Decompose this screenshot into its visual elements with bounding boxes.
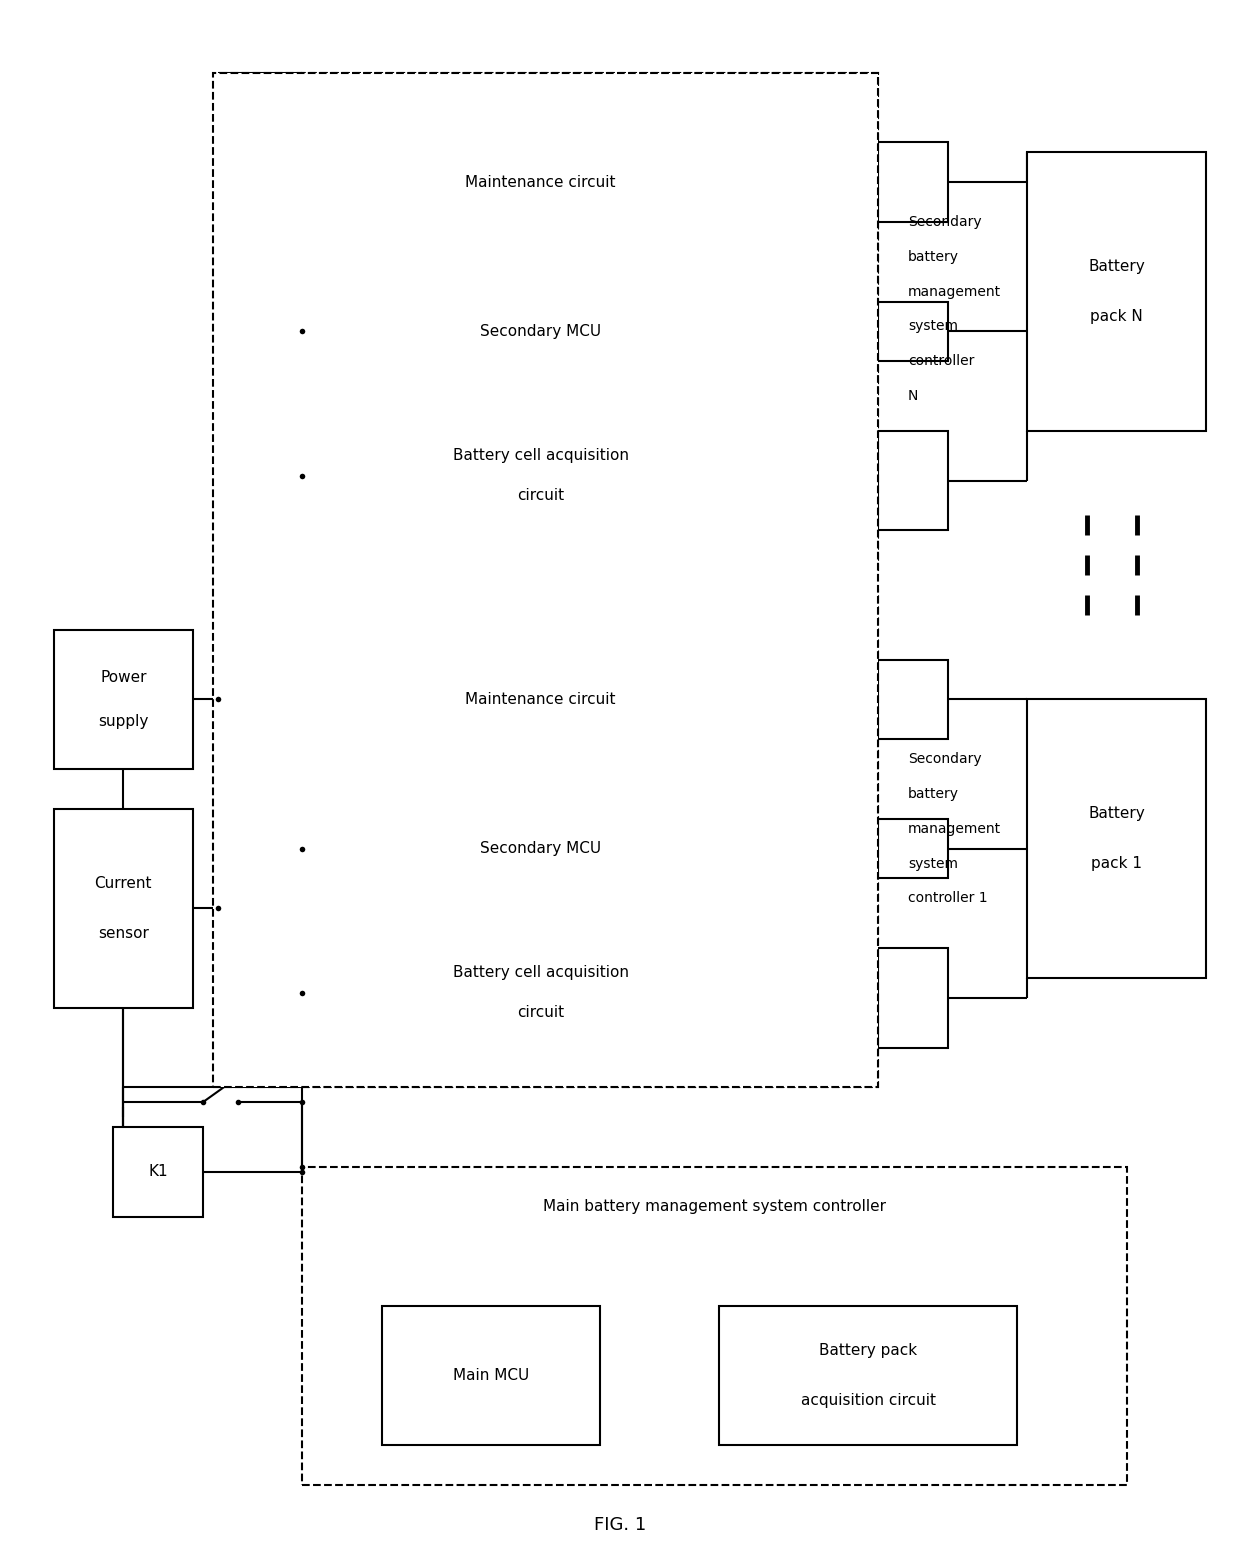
Bar: [1027, 700, 1207, 977]
Bar: [719, 1306, 1017, 1445]
Text: sensor: sensor: [98, 926, 149, 940]
Bar: [362, 133, 719, 232]
Text: Battery cell acquisition: Battery cell acquisition: [453, 448, 629, 463]
Bar: [362, 799, 719, 898]
Text: Current: Current: [94, 875, 153, 891]
Bar: [878, 143, 947, 222]
Text: K1: K1: [149, 1165, 167, 1179]
Text: Battery: Battery: [1089, 259, 1145, 274]
Text: circuit: circuit: [517, 1005, 564, 1021]
Text: Main MCU: Main MCU: [453, 1368, 529, 1383]
Bar: [878, 660, 947, 739]
Text: acquisition circuit: acquisition circuit: [801, 1393, 936, 1408]
Text: N: N: [908, 389, 919, 403]
Text: Battery pack: Battery pack: [820, 1343, 918, 1358]
Text: Main battery management system controller: Main battery management system controlle…: [543, 1199, 885, 1214]
Text: FIG. 1: FIG. 1: [594, 1516, 646, 1534]
Text: system: system: [908, 319, 959, 333]
Bar: [53, 809, 193, 1008]
Text: battery: battery: [908, 787, 959, 801]
Bar: [303, 1166, 1127, 1485]
Bar: [362, 282, 719, 381]
Bar: [113, 1128, 203, 1216]
Text: Secondary MCU: Secondary MCU: [480, 324, 601, 339]
Text: circuit: circuit: [517, 488, 564, 503]
Bar: [362, 410, 719, 541]
Text: Maintenance circuit: Maintenance circuit: [465, 175, 616, 189]
Bar: [213, 73, 878, 1087]
Text: pack N: pack N: [1090, 308, 1143, 324]
Bar: [362, 928, 719, 1058]
Bar: [878, 819, 947, 878]
Text: Secondary: Secondary: [908, 753, 982, 767]
Text: controller: controller: [908, 355, 975, 369]
Bar: [382, 1306, 600, 1445]
Text: Battery cell acquisition: Battery cell acquisition: [453, 965, 629, 981]
Text: Maintenance circuit: Maintenance circuit: [465, 692, 616, 706]
Bar: [878, 431, 947, 530]
Text: system: system: [908, 857, 959, 871]
Bar: [362, 649, 719, 750]
Bar: [878, 302, 947, 361]
Text: supply: supply: [98, 714, 149, 728]
Bar: [303, 590, 878, 1087]
Bar: [878, 948, 947, 1047]
Text: controller 1: controller 1: [908, 891, 988, 905]
Text: pack 1: pack 1: [1091, 857, 1142, 871]
Text: management: management: [908, 285, 1001, 299]
Bar: [1027, 152, 1207, 431]
Text: Secondary: Secondary: [908, 215, 982, 229]
Bar: [53, 630, 193, 768]
Text: Battery: Battery: [1089, 807, 1145, 821]
Text: Power: Power: [100, 671, 146, 685]
Text: management: management: [908, 821, 1001, 836]
Bar: [303, 73, 878, 570]
Text: Secondary MCU: Secondary MCU: [480, 841, 601, 857]
Text: battery: battery: [908, 249, 959, 263]
